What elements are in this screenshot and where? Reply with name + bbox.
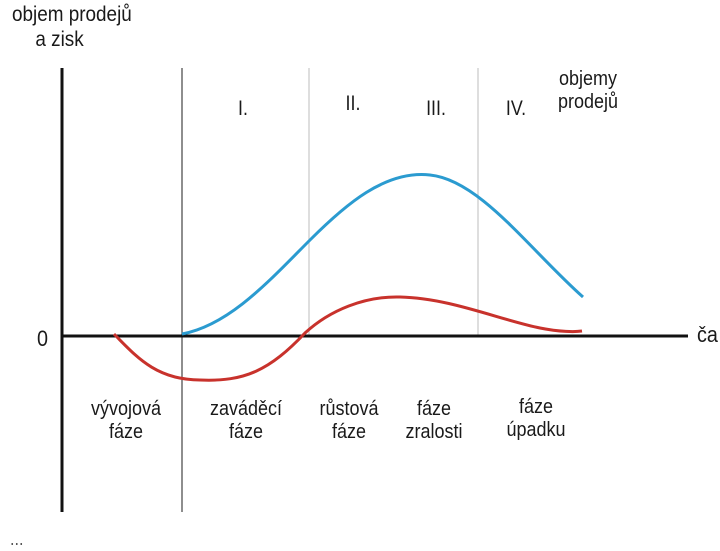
y-axis-label: objem prodejů a zisk	[12, 2, 132, 52]
phase-development-line-2: fáze	[108, 421, 144, 443]
phase-decline-line-2: úpadku	[506, 419, 566, 441]
phase-development: vývojová fáze	[79, 398, 173, 444]
sales-curve-label-line-2: prodejů	[557, 91, 619, 113]
profit-curve	[112, 295, 583, 382]
phase-growth-line-2: fáze	[331, 421, 367, 443]
phase-growth: růstová fáze	[305, 398, 393, 444]
phase-introduction: zaváděcí fáze	[197, 398, 294, 444]
sales-curve	[181, 173, 584, 336]
phase-development-line-1: vývojová	[90, 398, 162, 420]
phase-introduction-line-2: fáze	[228, 421, 264, 443]
phase-maturity-line-2: zralosti	[405, 421, 463, 443]
y-axis-label-line-1: objem prodejů	[12, 3, 132, 26]
phase-maturity: fáze zralosti	[391, 398, 477, 444]
phase-number-2: II.	[345, 92, 361, 115]
phase-decline: fáze úpadku	[493, 396, 579, 442]
phase-growth-line-1: růstová	[319, 398, 379, 420]
phase-number-3: III.	[426, 97, 446, 120]
sales-curve-label: objemy prodejů	[552, 68, 624, 114]
phase-number-4: IV.	[505, 97, 527, 120]
phase-decline-line-1: fáze	[518, 396, 554, 418]
phase-maturity-line-1: fáze	[416, 398, 452, 420]
x-axis-label: ča	[697, 322, 718, 347]
phase-number-1: I.	[238, 97, 248, 120]
y-axis-label-line-2: a zisk	[35, 28, 84, 51]
phase-introduction-line-1: zaváděcí	[209, 398, 283, 420]
zero-label: 0	[37, 326, 49, 351]
sales-curve-label-line-1: objemy	[558, 68, 618, 90]
